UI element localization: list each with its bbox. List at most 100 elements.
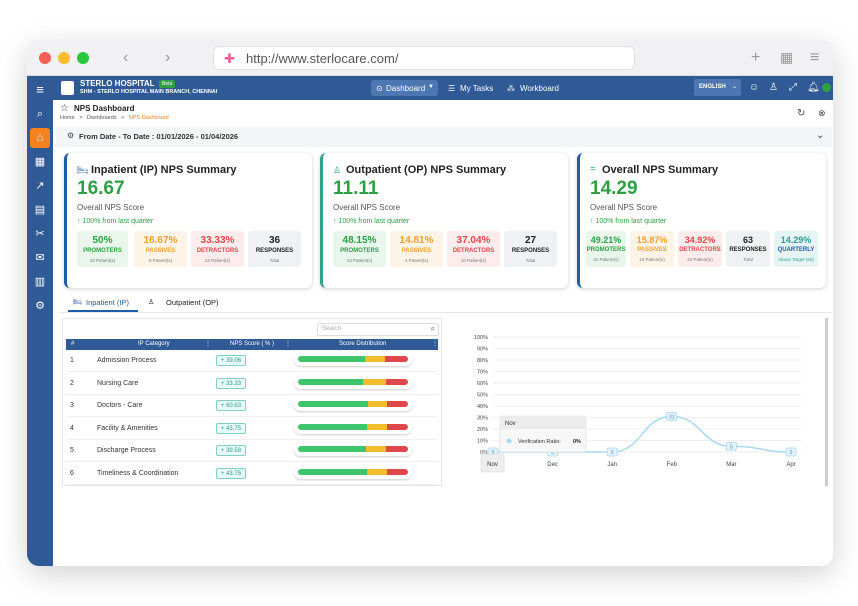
breadcrumb-home[interactable]: Home <box>60 115 75 121</box>
breadcrumb-current: NPS Dashboard <box>128 115 169 121</box>
refresh-icon[interactable]: ↻ <box>797 108 806 119</box>
home-icon[interactable]: ⌂ <box>30 128 50 148</box>
promoters-segment <box>298 378 364 385</box>
my-tasks-link[interactable]: My Tasks <box>460 84 494 93</box>
table-row[interactable]: 4 Facility & Amenities + 43.75 <box>66 418 438 440</box>
table-row[interactable]: 5 Discharge Process + 39.58 <box>66 440 438 463</box>
data-point <box>606 447 618 457</box>
score-chip: + 33.33 <box>216 377 246 389</box>
back-arrow-icon[interactable]: ‹ <box>123 49 129 66</box>
table-row[interactable]: 6 Timeliness & Coordination + 43.75 <box>66 463 438 485</box>
date-filter-bar[interactable]: ⚙ From Date - To Date : 01/01/2026 - 01/… <box>56 127 832 147</box>
x-tick-label: Feb <box>667 462 678 468</box>
chevron-down-icon[interactable]: ⌄ <box>816 130 825 141</box>
search-input[interactable]: Search ⌕ <box>317 323 439 336</box>
mail-icon[interactable]: ✉ <box>35 252 45 264</box>
row-category: Timeliness & Coordination <box>97 470 179 477</box>
stat-patients: 18 Patient(s) <box>89 258 116 263</box>
passives-segment <box>366 469 387 475</box>
passives-segment <box>367 423 387 430</box>
language-select[interactable]: ENGLISH ⌄ <box>694 79 741 96</box>
table-row[interactable]: 1 Admission Process + 39.06 <box>66 350 438 372</box>
table-row[interactable]: 2 Nursing Care + 33.33 <box>66 373 438 395</box>
notification-bell-icon[interactable]: 🔔︎ <box>807 82 820 93</box>
y-tick-label: 20% <box>477 427 488 433</box>
tab-label: Outpatient (OP) <box>166 298 219 307</box>
quarter-change: ↑ 100% from last quarter <box>590 218 667 225</box>
stat-value: 50% <box>92 235 113 246</box>
stat-value: 48.15% <box>342 235 377 246</box>
promoters-segment <box>298 423 368 430</box>
building-icon[interactable]: ▥ <box>34 276 46 288</box>
beta-badge: Beta <box>159 80 176 88</box>
detractors-stat: 33.33% DETRACTORS 12 Patient(s) <box>191 231 244 267</box>
score-distribution-bar <box>294 353 412 366</box>
stat-label: DETRACTORS <box>196 248 239 254</box>
close-icon[interactable]: ⊗ <box>818 108 826 118</box>
close-window-button[interactable] <box>39 52 51 64</box>
column-menu-icon[interactable]: ⋮ <box>205 341 211 347</box>
tasks-icon[interactable]: ☰ <box>448 84 456 93</box>
x-tick-label: Jan <box>607 462 617 468</box>
header-category: IP Category <box>138 341 170 347</box>
column-menu-icon[interactable]: ⋮ <box>285 341 291 347</box>
score-distribution-bar <box>294 420 412 434</box>
new-tab-icon[interactable]: + <box>751 49 761 66</box>
table-row[interactable]: 3 Doctors - Care + 60.63 <box>66 395 438 418</box>
menu-icon[interactable]: ≡ <box>810 49 820 66</box>
document-icon[interactable]: ▤ <box>34 204 46 216</box>
user-icon[interactable]: ♙ <box>769 82 778 93</box>
grid-icon[interactable]: ▦ <box>780 49 794 65</box>
language-value: ENGLISH <box>699 84 726 90</box>
stat-label: PROMOTERS <box>83 248 122 254</box>
stat-label: PROMOTERS <box>340 248 379 254</box>
score-chip: + 43.75 <box>216 422 246 434</box>
tooltip-value: 0% <box>573 439 581 445</box>
minimize-window-button[interactable] <box>58 52 70 64</box>
search-icon[interactable]: ⌕ <box>36 108 44 120</box>
y-tick-label: 30% <box>477 416 488 422</box>
column-menu-icon[interactable]: ⋮ <box>432 341 438 347</box>
hospital-name: STERLO HOSPITAL <box>80 79 155 88</box>
dashboard-icon: ⊙ <box>376 84 383 93</box>
quarter-change: ↑ 100% from last quarter <box>77 218 154 225</box>
detractors-segment <box>385 446 408 453</box>
y-tick-label: 60% <box>477 381 488 387</box>
sidebar: ≡ ⌕ ⌂ ▦ ↗ ▤ ✂ ✉ ▥ ⚙ <box>27 76 53 566</box>
chevron-down-icon: ⌄ <box>732 84 738 90</box>
hover-category-label: Nov <box>487 462 498 468</box>
target-stat: 14.29% QUARTERLY Above Target (60) <box>774 231 818 267</box>
tab-outpatient[interactable]: ♙ Outpatient (OP) <box>146 295 226 312</box>
workboard-icon[interactable]: ⁂ <box>507 84 515 93</box>
breadcrumb-dashboards[interactable]: Dashboards <box>86 115 117 121</box>
tools-icon[interactable]: ✂ <box>35 228 45 240</box>
stat-label: RESPONSES <box>511 248 550 254</box>
grid-icon[interactable]: ▦ <box>34 156 46 168</box>
address-bar[interactable]: ✚ http://www.sterlocare.com/ <box>213 46 635 70</box>
scrollbar[interactable] <box>825 318 828 486</box>
stat-patients: 22 Patient(s) <box>687 257 713 262</box>
score-distribution-bar <box>294 375 412 389</box>
hover-category-highlight <box>480 453 505 473</box>
hamburger-menu-icon[interactable]: ≡ <box>36 82 44 97</box>
y-tick-label: 80% <box>477 358 488 364</box>
dashboard-menu-button[interactable]: ⊙ Dashboard ▼ <box>371 80 438 96</box>
expand-icon[interactable]: ⤢ <box>789 82 797 93</box>
row-num: 3 <box>70 402 74 410</box>
analytics-icon[interactable]: ↗ <box>35 180 45 192</box>
star-icon[interactable]: ☆ <box>60 103 69 114</box>
stat-label: DETRACTORS <box>679 247 721 253</box>
stat-label: PROMOTERS <box>586 247 626 253</box>
workboard-link[interactable]: Workboard <box>520 84 559 93</box>
settings-icon[interactable]: ⚙ <box>35 300 45 312</box>
responses-stat: 63 RESPONSES Total <box>726 231 770 267</box>
doctor-icon[interactable]: ☺ <box>749 82 760 93</box>
tab-inpatient[interactable]: 🛏︎ Inpatient (IP) <box>68 295 138 312</box>
maximize-window-button[interactable] <box>77 52 89 64</box>
stat-patients: 6 Patient(s) <box>148 258 172 263</box>
data-point <box>785 447 797 457</box>
row-category: Admission Process <box>97 357 157 364</box>
data-label: 0 <box>551 450 554 456</box>
promoters-segment <box>298 401 369 408</box>
forward-arrow-icon[interactable]: › <box>165 49 171 66</box>
